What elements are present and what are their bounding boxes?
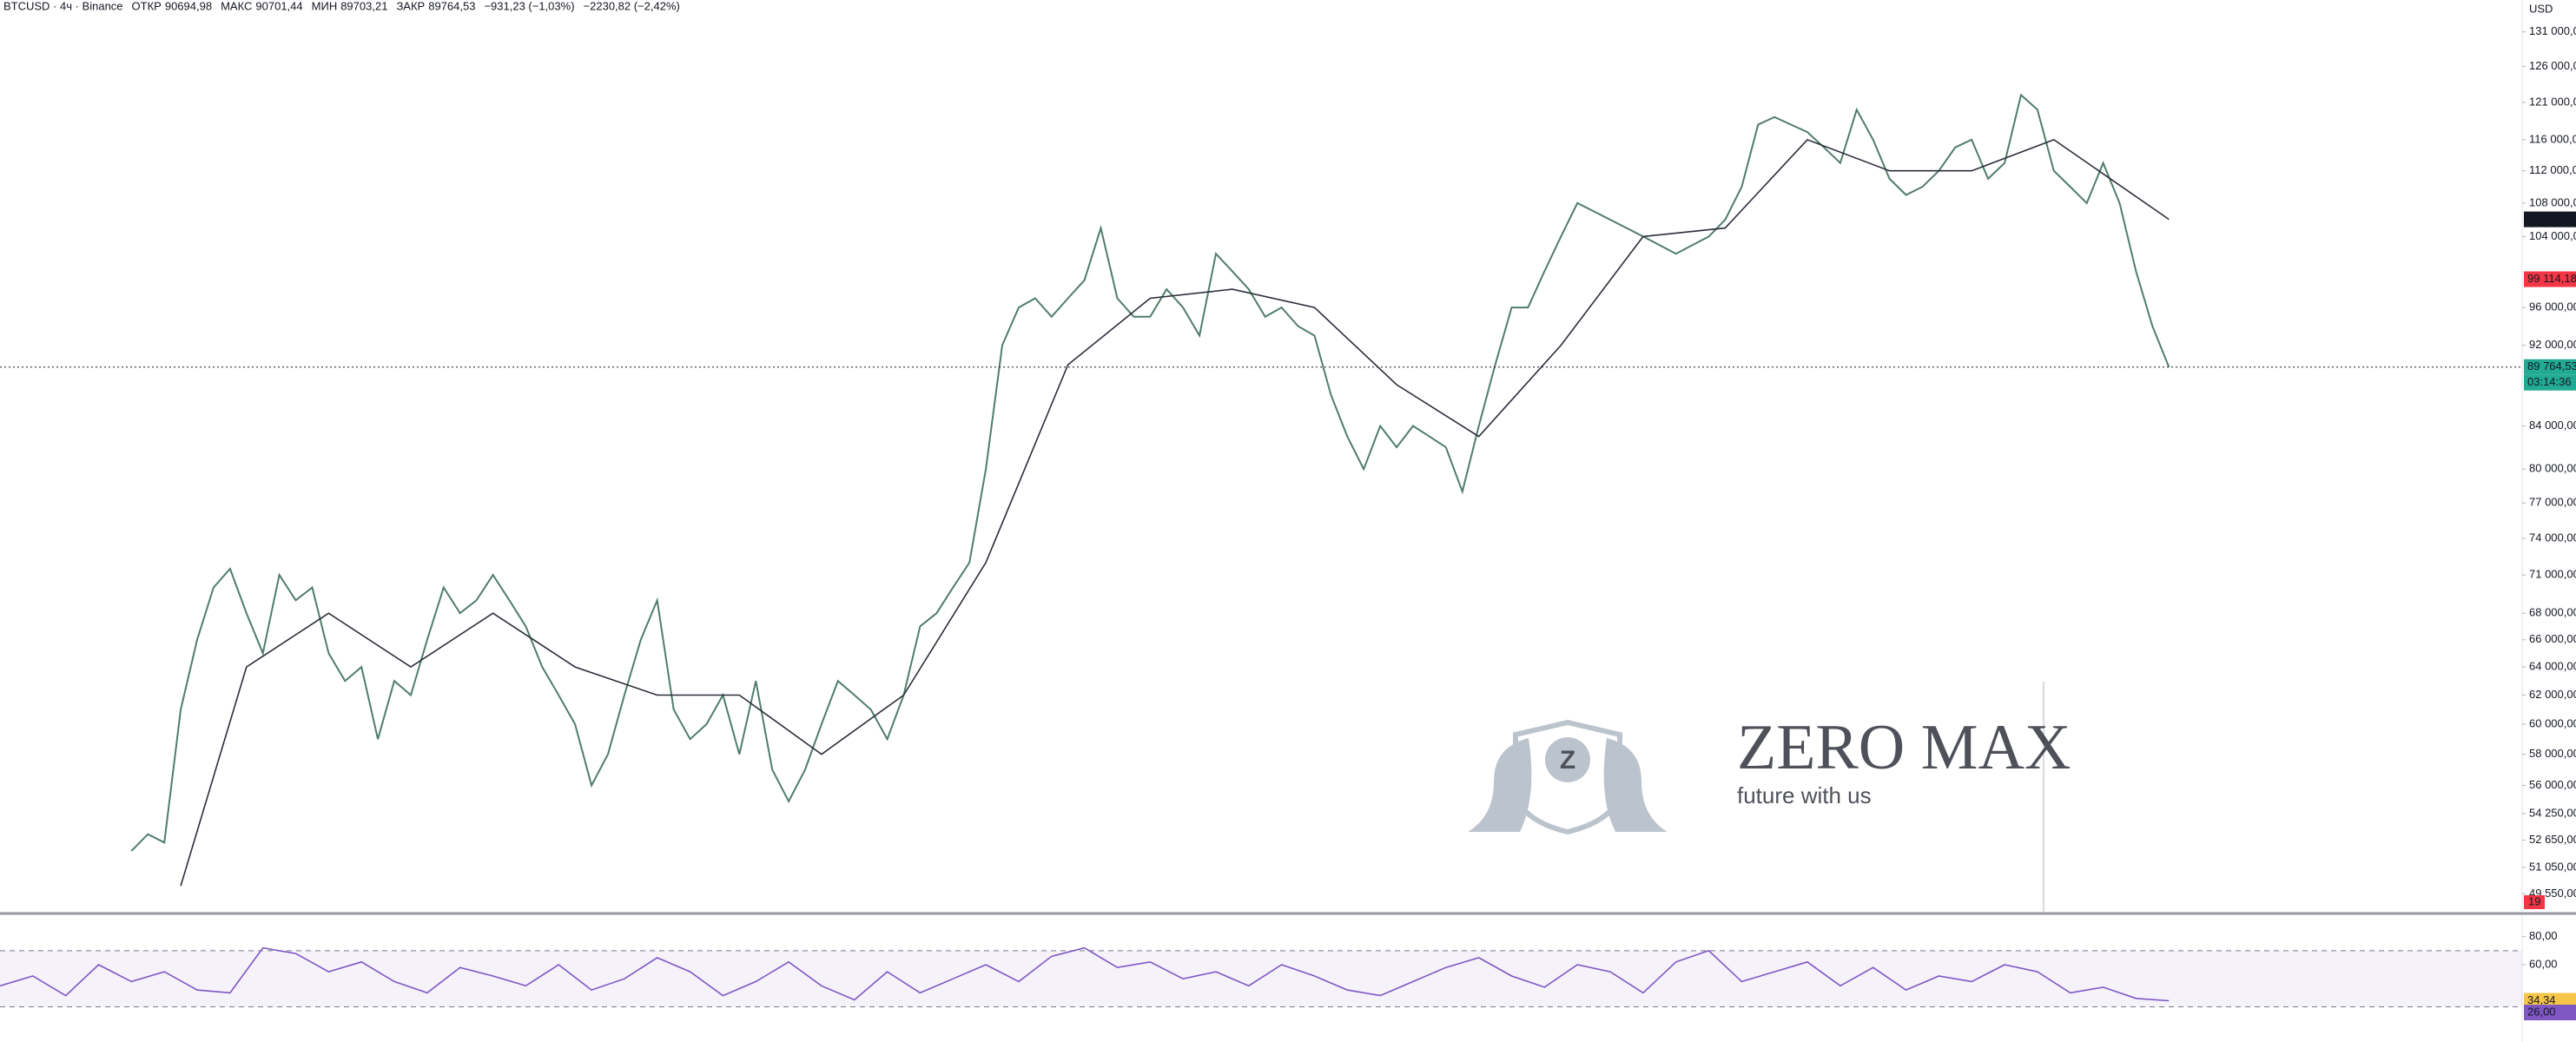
y-tick-label: 108 000,00 bbox=[2529, 195, 2576, 208]
series-line bbox=[180, 138, 2170, 887]
change: −931,23 (−1,03%) bbox=[484, 0, 574, 12]
watermark: Z ZERO MAX future with us bbox=[1468, 712, 2071, 835]
y-tick-label: 68 000,00 bbox=[2529, 606, 2576, 619]
y-tick-label: 104 000,00 bbox=[2529, 229, 2576, 242]
price-badge bbox=[2524, 211, 2576, 228]
series-line bbox=[130, 93, 2170, 852]
rsi-band bbox=[0, 950, 2522, 1007]
ohlc-value: 89703,21 bbox=[340, 0, 387, 12]
y-tick-label: 80,00 bbox=[2529, 929, 2558, 942]
y-tick-label: 131 000,00 bbox=[2529, 24, 2576, 37]
y-tick-label: 71 000,00 bbox=[2529, 568, 2576, 581]
series-line bbox=[0, 946, 2170, 1002]
watermark-tagline: future with us bbox=[1737, 782, 1872, 808]
y-tick-label: 66 000,00 bbox=[2529, 632, 2576, 645]
y-tick-label: 126 000,00 bbox=[2529, 59, 2576, 72]
logo-emblem bbox=[1545, 737, 1590, 782]
ohlc: ОТКР 90694,98 МАКС 90701,44 МИН 89703,21 ЗАКР 8… bbox=[132, 0, 680, 12]
y-tick-label: 96 000,00 bbox=[2529, 300, 2576, 313]
price-badge bbox=[2524, 359, 2576, 375]
ohlc-label: МАКС bbox=[221, 0, 252, 12]
ohlc-value: 90701,44 bbox=[255, 0, 302, 12]
y-tick-label: 121 000,00 bbox=[2529, 95, 2576, 108]
countdown: 03:14:36 bbox=[2527, 375, 2572, 388]
y-tick-label: 54 250,00 bbox=[2529, 806, 2576, 819]
y-tick-label: 92 000,00 bbox=[2529, 338, 2576, 351]
price-badge-label: 106 035,72 bbox=[2527, 212, 2576, 225]
watermark-title: ZERO MAX bbox=[1737, 712, 2071, 783]
price-badge-label: 99 114,18 bbox=[2527, 272, 2576, 285]
symbol: BTCUSD · 4ч · Binance bbox=[3, 0, 123, 12]
ohlc-label: ЗАКР bbox=[396, 0, 425, 12]
y-tick-label: 56 000,00 bbox=[2529, 778, 2576, 791]
y-tick-label: 60,00 bbox=[2529, 957, 2558, 970]
y-tick-label: 116 000,00 bbox=[2529, 132, 2576, 145]
volume-label: 19 bbox=[2528, 894, 2540, 907]
logo-lions bbox=[1468, 738, 1668, 832]
logo-letter: Z bbox=[1560, 746, 1575, 775]
y-tick-label: 77 000,00 bbox=[2529, 496, 2576, 509]
y-tick-label: 58 000,00 bbox=[2529, 747, 2576, 760]
ohlc-value: 89764,53 bbox=[428, 0, 475, 12]
y-tick-label: 62 000,00 bbox=[2529, 688, 2576, 701]
y-tick-label: 60 000,00 bbox=[2529, 716, 2576, 729]
price-badge-label: 34,34 bbox=[2527, 993, 2556, 1006]
y-tick-label: 51 050,00 bbox=[2529, 860, 2576, 873]
price-badge-label: 26,00 bbox=[2527, 1005, 2556, 1018]
y-tick-label: 112 000,00 bbox=[2529, 163, 2576, 176]
countdown-badge bbox=[2524, 374, 2576, 391]
change: −2230,82 (−2,42%) bbox=[584, 0, 680, 12]
axis-unit: USD bbox=[2529, 2, 2553, 15]
price-badge-label: 89 764,53 bbox=[2527, 359, 2576, 373]
ohlc-label: ОТКР bbox=[132, 0, 162, 12]
y-tick-label: 64 000,00 bbox=[2529, 660, 2576, 673]
price-badge bbox=[2524, 271, 2576, 287]
volume-badge bbox=[2524, 895, 2545, 909]
ohlc-label: МИН bbox=[312, 0, 338, 12]
y-tick-label: 84 000,00 bbox=[2529, 419, 2576, 432]
y-tick-label: 74 000,00 bbox=[2529, 531, 2576, 544]
price-badge bbox=[2524, 1005, 2576, 1021]
y-tick-label: 52 650,00 bbox=[2529, 833, 2576, 846]
ohlc-value: 90694,98 bbox=[165, 0, 212, 12]
y-tick-label: 80 000,00 bbox=[2529, 462, 2576, 475]
